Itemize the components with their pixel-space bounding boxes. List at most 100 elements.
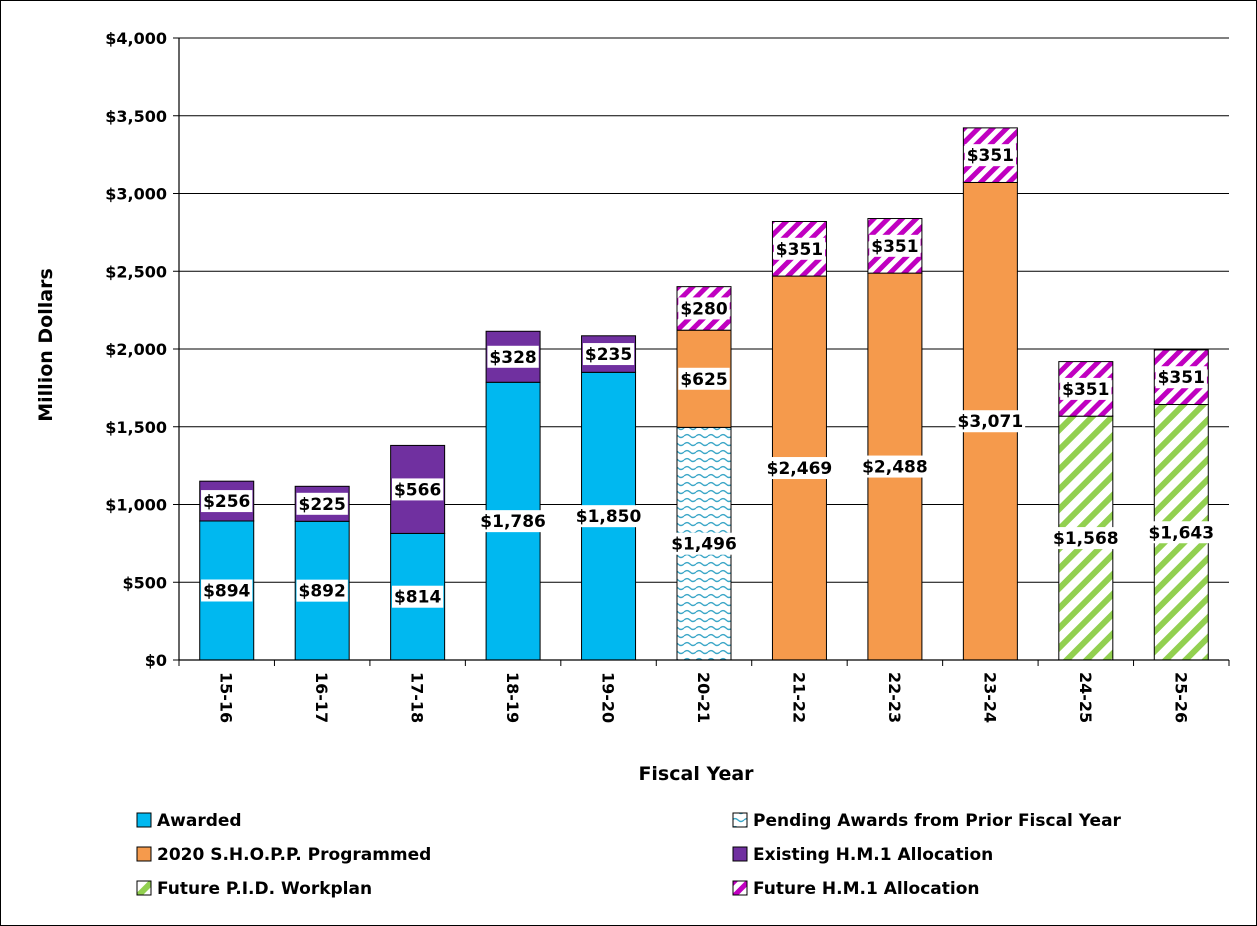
- legend-label: Existing H.M.1 Allocation: [753, 845, 993, 865]
- y-tick-label: $4,000: [105, 29, 167, 48]
- data-label-box: [391, 585, 444, 608]
- y-tick-label: $2,000: [105, 340, 167, 359]
- data-label-text: $256: [203, 492, 250, 512]
- x-tick-label: 24-25: [1076, 672, 1095, 723]
- legend-swatch: [732, 846, 748, 862]
- data-label-box: [1155, 366, 1207, 389]
- data-label-text: $225: [299, 495, 346, 515]
- data-label-box: [678, 367, 730, 390]
- data-label-text: $351: [1158, 368, 1205, 388]
- x-tick-label: 16-17: [312, 672, 331, 723]
- legend-swatch: [136, 846, 152, 862]
- data-label-box: [296, 579, 348, 602]
- axes: $0 $500 $1,000 $1,500 $2,000 $2,500 $3,000 $3,5…: [105, 29, 1230, 723]
- y-tick-label: $1,000: [105, 496, 167, 515]
- data-label: $351: [773, 237, 826, 260]
- data-label: $235: [582, 343, 635, 366]
- data-label-box: [201, 579, 253, 602]
- legend-swatch: [136, 812, 152, 828]
- y-tick-label: $0: [145, 651, 167, 670]
- y-tick-label: $1,500: [105, 418, 167, 437]
- data-label: $225: [296, 492, 348, 515]
- data-label-text: $1,786: [480, 512, 546, 532]
- data-label: $2,469: [764, 457, 835, 480]
- data-label-text: $351: [1062, 380, 1109, 400]
- data-label-box: [1060, 377, 1112, 400]
- gridlines: [179, 37, 1229, 583]
- data-label: $1,786: [478, 510, 548, 533]
- legend-label: Future H.M.1 Allocation: [753, 879, 980, 899]
- data-label-box: [764, 457, 835, 480]
- data-label: $1,643: [1146, 521, 1217, 544]
- data-label-box: [487, 345, 539, 368]
- data-labels: $894 $256 $892 $225 $814 $566 $1,786 $328 $1,850…: [201, 144, 1217, 608]
- legend-swatch: [136, 880, 152, 896]
- data-label: $566: [391, 478, 444, 501]
- legend-item: Awarded: [136, 811, 242, 831]
- y-tick-label: $3,000: [105, 185, 167, 204]
- data-label-text: $814: [394, 588, 441, 608]
- data-label-box: [860, 455, 930, 478]
- legend: Awarded Pending Awards from Prior Fiscal …: [136, 811, 1122, 899]
- data-label-text: $566: [394, 480, 441, 500]
- data-label: $892: [296, 579, 348, 602]
- data-label-box: [955, 410, 1026, 433]
- data-label-box: [678, 297, 730, 320]
- legend-label: Future P.I.D. Workplan: [157, 879, 372, 899]
- legend-item: Existing H.M.1 Allocation: [732, 845, 993, 865]
- data-label-box: [573, 505, 644, 528]
- x-tick-label: 20-21: [694, 672, 713, 723]
- data-label-text: $1,568: [1053, 529, 1119, 549]
- data-label-text: $3,071: [958, 412, 1024, 432]
- data-label: $814: [391, 585, 444, 608]
- legend-swatch: [732, 812, 748, 828]
- x-tick-label: 25-26: [1171, 672, 1190, 723]
- data-label: $894: [201, 579, 253, 602]
- data-label-text: $892: [299, 582, 346, 602]
- legend-item: 2020 S.H.O.P.P. Programmed: [136, 845, 431, 865]
- y-tick-label: $3,500: [105, 107, 167, 126]
- data-label-box: [1146, 521, 1217, 544]
- data-label-box: [296, 492, 348, 515]
- data-label: $1,568: [1051, 527, 1121, 550]
- data-label-text: $625: [680, 370, 727, 390]
- data-label: $1,496: [669, 532, 739, 555]
- data-label: $351: [964, 144, 1017, 167]
- data-label-box: [1051, 527, 1121, 550]
- data-label: $2,488: [860, 455, 930, 478]
- data-label-text: $351: [871, 237, 918, 257]
- x-tick-label: 19-20: [599, 672, 618, 723]
- y-tick-label: $500: [122, 573, 167, 592]
- y-axis-title: Million Dollars: [35, 268, 57, 422]
- legend-label: Awarded: [157, 811, 242, 831]
- data-label-box: [869, 234, 921, 257]
- data-label: $328: [487, 345, 539, 368]
- legend-item: Future H.M.1 Allocation: [732, 879, 980, 899]
- data-label-text: $2,469: [767, 459, 833, 479]
- legend-label: Pending Awards from Prior Fiscal Year: [753, 811, 1122, 831]
- data-label-text: $351: [967, 146, 1014, 166]
- data-label-box: [964, 144, 1017, 167]
- data-label: $351: [1060, 377, 1112, 400]
- data-label-text: $894: [203, 581, 250, 601]
- data-label-text: $1,850: [576, 507, 642, 527]
- data-label-text: $351: [776, 240, 823, 260]
- data-label-box: [582, 343, 635, 366]
- data-label: $3,071: [955, 410, 1026, 433]
- x-tick-label: 23-24: [980, 672, 999, 723]
- data-label: $351: [1155, 366, 1207, 389]
- data-label-box: [201, 490, 253, 513]
- data-label-box: [773, 237, 826, 260]
- data-label-text: $328: [489, 348, 536, 368]
- x-tick-label: 21-22: [789, 672, 808, 723]
- legend-swatch: [732, 880, 748, 896]
- x-tick-label: 22-23: [885, 672, 904, 723]
- data-label-text: $235: [585, 345, 632, 365]
- data-label-text: $1,496: [671, 535, 737, 555]
- data-label-text: $2,488: [862, 458, 928, 478]
- legend-item: Future P.I.D. Workplan: [136, 879, 372, 899]
- bars: [199, 127, 1209, 661]
- x-tick-label: 18-19: [503, 672, 522, 723]
- legend-item: Pending Awards from Prior Fiscal Year: [732, 811, 1122, 831]
